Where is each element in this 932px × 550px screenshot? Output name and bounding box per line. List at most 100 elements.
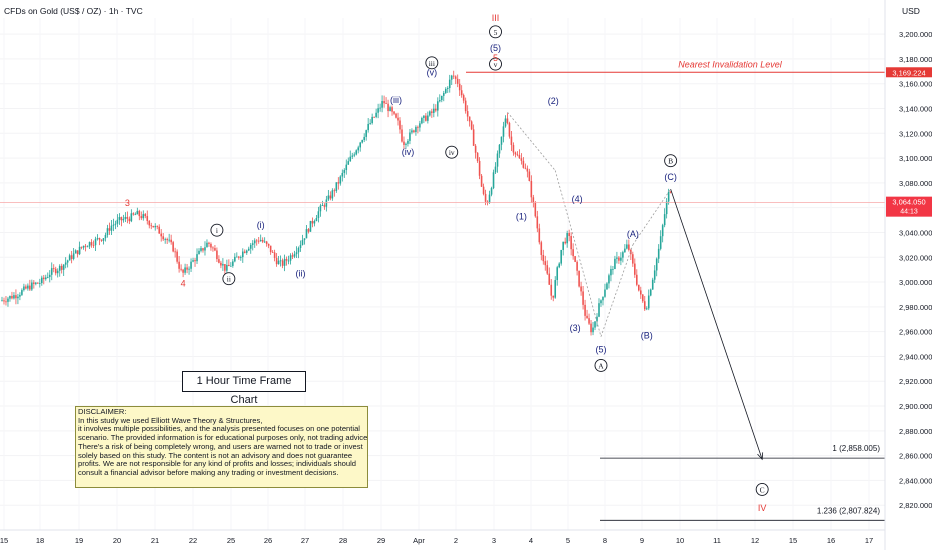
candle-body: [393, 111, 395, 114]
y-tick-label: 3,080.000: [899, 179, 932, 188]
candle-body: [56, 270, 59, 274]
candle-body: [130, 213, 133, 222]
candle-body: [116, 219, 119, 224]
x-tick-label: 9: [640, 536, 644, 545]
countdown-label: 44:13: [900, 209, 918, 216]
candle-body: [343, 170, 346, 173]
candle-body: [267, 243, 270, 246]
candle-body: [444, 88, 447, 94]
candle-body: [347, 161, 350, 165]
disclaimer-line: profits. We are not responsible for any …: [78, 459, 357, 469]
candle-body: [96, 238, 99, 239]
candle-body: [508, 122, 511, 137]
candle-body: [104, 234, 107, 239]
y-tick-label: 2,880.000: [899, 427, 932, 436]
candle-body: [180, 268, 182, 270]
x-tick-label: 20: [113, 536, 121, 545]
candle-body: [498, 144, 501, 154]
candle-body: [170, 239, 172, 243]
candle-body: [538, 228, 541, 243]
wave-label: 5: [493, 53, 498, 63]
candle-body: [182, 269, 184, 273]
candle-body: [462, 95, 465, 101]
disclaimer-box: DISCLAIMER: In this study we used Elliot…: [75, 406, 368, 488]
candle-body: [224, 264, 226, 271]
candle-body: [86, 246, 89, 248]
candle-body: [357, 147, 360, 151]
candle-body: [90, 242, 93, 246]
candle-body: [433, 108, 435, 113]
candle-body: [325, 199, 328, 207]
disclaimer-line: scenario. The provided information is fo…: [78, 433, 368, 443]
y-tick-label: 3,180.000: [899, 55, 932, 64]
x-tick-label: 8: [603, 536, 607, 545]
candle-body: [273, 252, 276, 258]
candle-body: [490, 188, 493, 195]
candle-body: [636, 274, 638, 285]
candle-body: [124, 216, 127, 219]
candle-body: [132, 213, 135, 215]
symbol-header[interactable]: CFDs on Gold (US$ / OZ) · 1h · TVC: [4, 6, 143, 16]
candle-body: [594, 321, 596, 328]
candle-body: [470, 121, 473, 130]
candle-body: [253, 240, 256, 244]
candle-body: [546, 265, 549, 274]
candle-body: [419, 123, 421, 128]
candle-body: [106, 228, 109, 235]
wave-label: B: [668, 157, 673, 166]
candle-body: [590, 323, 592, 333]
candle-body: [484, 193, 487, 202]
wave-label-circle: [210, 223, 224, 237]
candle-body: [261, 239, 264, 242]
candle-body: [649, 289, 652, 296]
y-tick-label: 3,160.000: [899, 80, 932, 89]
y-tick-label: 2,820.000: [899, 501, 932, 510]
y-tick-label: 3,040.000: [899, 228, 932, 237]
candle-body: [460, 90, 463, 96]
candle-body: [480, 175, 483, 187]
candle-body: [466, 111, 469, 117]
x-tick-label: 2: [454, 536, 458, 545]
x-tick-label: 12: [751, 536, 759, 545]
candle-body: [317, 211, 320, 219]
candle-body: [140, 216, 143, 219]
price-axis-bg: [885, 0, 932, 550]
candle-body: [257, 240, 260, 242]
candle-body: [371, 116, 373, 124]
candle-body: [558, 263, 560, 268]
currency-label[interactable]: USD: [902, 6, 920, 16]
x-tick-label: 21: [151, 536, 159, 545]
candle-body: [606, 283, 608, 290]
candle-body: [240, 257, 242, 258]
candle-body: [114, 223, 117, 225]
candle-body: [421, 117, 423, 124]
candle-body: [383, 101, 385, 104]
candle-body: [532, 197, 535, 203]
candle-body: [299, 244, 302, 248]
x-tick-label: Apr: [413, 536, 425, 545]
wave-label: (1): [516, 212, 527, 222]
candle-body: [584, 304, 586, 316]
candle-body: [122, 218, 125, 221]
candle-body: [514, 152, 517, 155]
candle-body: [556, 267, 559, 281]
candle-body: [482, 186, 485, 194]
candle-body: [11, 295, 13, 299]
y-tick-label: 3,020.000: [899, 253, 932, 262]
x-tick-label: 19: [75, 536, 83, 545]
wave-label: (4): [572, 194, 583, 204]
price-axis[interactable]: 3,200.000 3,180.000 3,160.000 3,140.000 3,12…: [884, 0, 932, 550]
candle-body: [653, 270, 656, 280]
candle-body: [218, 259, 220, 263]
time-axis[interactable]: 15 18 19 20 21 22 25 26 27 28 29 Apr 2 3 4 5 8 9 10 11 12 15 1…: [0, 529, 885, 545]
wave-label: v: [494, 60, 498, 69]
wave-connector: [600, 244, 634, 337]
candle-body: [389, 107, 391, 112]
candle-body: [570, 236, 572, 250]
candle-body: [552, 295, 555, 298]
candle-body: [100, 239, 103, 241]
candle-body: [580, 286, 582, 292]
candle-body: [150, 225, 153, 227]
candle-body: [401, 129, 403, 142]
candle-body: [413, 130, 415, 133]
